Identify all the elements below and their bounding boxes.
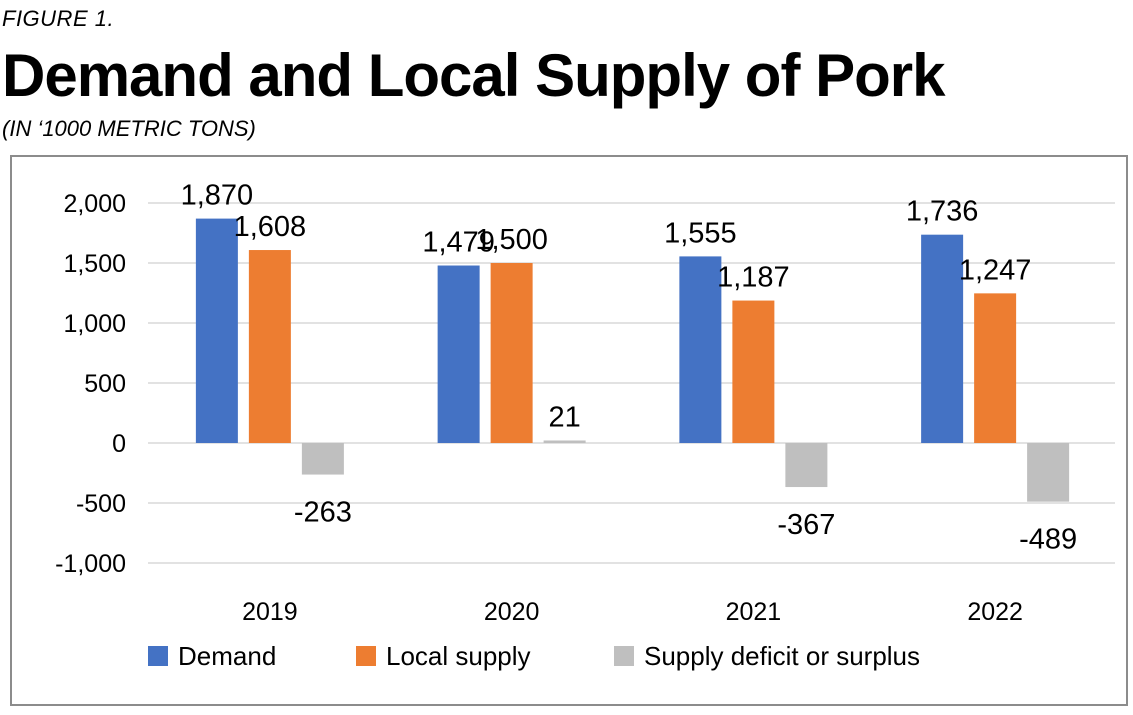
bar-supply-deficit-or-surplus xyxy=(301,443,344,475)
data-label: -489 xyxy=(1019,524,1077,556)
y-tick-label: 1,000 xyxy=(63,310,126,338)
data-label: 1,870 xyxy=(181,180,254,212)
bar-supply-deficit-or-surplus xyxy=(1027,443,1070,502)
chart-frame xyxy=(10,155,1128,706)
legend-swatch xyxy=(614,646,634,666)
bar-local-supply xyxy=(732,300,775,443)
chart-subtitle: (IN ‘1000 METRIC TONS) xyxy=(2,116,256,141)
x-tick-label: 2020 xyxy=(484,598,540,626)
data-label: 1,247 xyxy=(959,254,1032,286)
figure-label: FIGURE 1. xyxy=(2,6,115,31)
bar-supply-deficit-or-surplus xyxy=(785,443,828,488)
legend-label: Supply deficit or surplus xyxy=(644,641,920,671)
data-label: 1,736 xyxy=(906,196,979,228)
x-tick-label: 2022 xyxy=(967,598,1023,626)
legend-swatch xyxy=(148,646,168,666)
data-label: -367 xyxy=(777,509,835,541)
bar-demand xyxy=(195,218,238,443)
chart-title: Demand and Local Supply of Pork xyxy=(2,42,945,109)
x-tick-label: 2019 xyxy=(242,598,298,626)
x-tick-label: 2021 xyxy=(726,598,782,626)
y-tick-label: 500 xyxy=(84,370,126,398)
bar-demand xyxy=(921,234,964,443)
y-tick-label: 0 xyxy=(112,430,126,458)
bar-supply-deficit-or-surplus xyxy=(543,440,586,443)
data-label: 21 xyxy=(548,401,580,433)
bar-demand xyxy=(679,256,722,443)
bar-demand xyxy=(437,265,480,443)
y-tick-label: -500 xyxy=(76,490,126,518)
bar-local-supply xyxy=(248,250,291,443)
legend-label: Demand xyxy=(178,641,276,671)
y-tick-label: 2,000 xyxy=(63,190,126,218)
data-label: 1,479 xyxy=(422,227,495,259)
data-label: -263 xyxy=(294,497,352,529)
data-label: 1,555 xyxy=(664,217,737,249)
legend-label: Local supply xyxy=(386,641,531,671)
legend-swatch xyxy=(356,646,376,666)
y-tick-label: -1,000 xyxy=(55,550,126,578)
bar-local-supply xyxy=(490,263,533,443)
data-label: 1,187 xyxy=(717,262,790,294)
bar-local-supply xyxy=(974,293,1017,443)
data-label: 1,500 xyxy=(475,224,548,256)
data-label: 1,608 xyxy=(234,211,307,243)
y-tick-label: 1,500 xyxy=(63,250,126,278)
